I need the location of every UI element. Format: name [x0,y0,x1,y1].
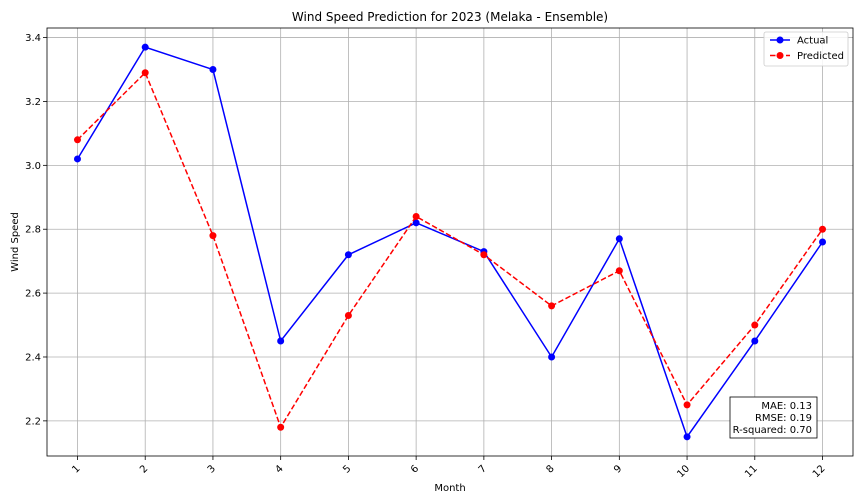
x-tick-label: 5 [341,463,353,475]
data-point-predicted [548,302,556,310]
data-point-predicted [615,267,623,275]
legend-marker-actual [776,36,784,44]
data-point-actual [683,433,691,441]
x-tick-label: 7 [477,463,489,475]
series-line-actual [76,46,824,439]
data-point-actual [73,155,81,163]
x-tick-label: 9 [612,463,624,475]
y-ticks: 2.2 2.4 2.6 2.8 3.0 3.2 3.4 [25,33,47,427]
x-tick-label: 11 [743,463,760,480]
legend-label-predicted: Predicted [797,51,844,62]
data-point-actual [412,219,420,227]
metric-text: R-squared: 0.70 [733,425,812,436]
y-tick-label: 2.2 [25,416,41,427]
x-tick-label: 12 [811,463,828,480]
data-point-actual [209,66,217,74]
data-point-actual [615,235,623,243]
y-tick-label: 2.4 [25,352,41,363]
data-point-predicted [277,423,285,431]
series-line-predicted [76,71,824,429]
series-layer [73,43,827,441]
legend-label-actual: Actual [797,36,828,47]
y-tick-label: 3.2 [25,97,41,108]
grid [47,28,853,456]
data-point-predicted [819,225,827,233]
chart-title: Wind Speed Prediction for 2023 (Melaka -… [292,10,608,24]
metric-text: RMSE: 0.19 [755,413,812,424]
x-tick-label: 10 [675,463,692,480]
y-tick-label: 2.6 [25,289,41,300]
data-point-predicted [412,212,420,220]
plot-frame [46,27,854,457]
data-point-predicted [344,311,352,319]
data-point-actual [141,43,149,51]
x-tick-label: 2 [138,463,150,475]
y-axis-label: Wind Speed [10,212,21,272]
x-tick-label: 8 [544,463,556,475]
data-point-predicted [751,321,759,329]
x-tick-label: 3 [206,463,218,475]
data-point-actual [344,251,352,259]
data-point-predicted [141,69,149,77]
data-point-actual [548,353,556,361]
data-point-actual [277,337,285,345]
x-axis-label: Month [434,483,465,494]
data-point-predicted [209,232,217,240]
x-tick-label: 4 [274,463,286,475]
x-tick-label: 6 [409,463,421,475]
y-tick-label: 3.0 [25,161,41,172]
metric-text: MAE: 0.13 [761,401,812,412]
legend-marker-predicted [776,52,784,59]
data-point-predicted [73,136,81,144]
data-point-predicted [480,251,488,259]
data-point-actual [751,337,759,345]
metrics-box-frame [729,396,818,439]
data-point-actual [819,238,827,246]
x-tick-label: 1 [70,463,82,475]
x-ticks: 1 2 3 4 5 6 7 8 9 10 11 12 [70,456,828,480]
data-point-predicted [683,401,691,409]
y-tick-label: 2.8 [25,225,41,236]
y-tick-label: 3.4 [25,33,41,44]
legend: Actual Predicted [763,31,849,67]
